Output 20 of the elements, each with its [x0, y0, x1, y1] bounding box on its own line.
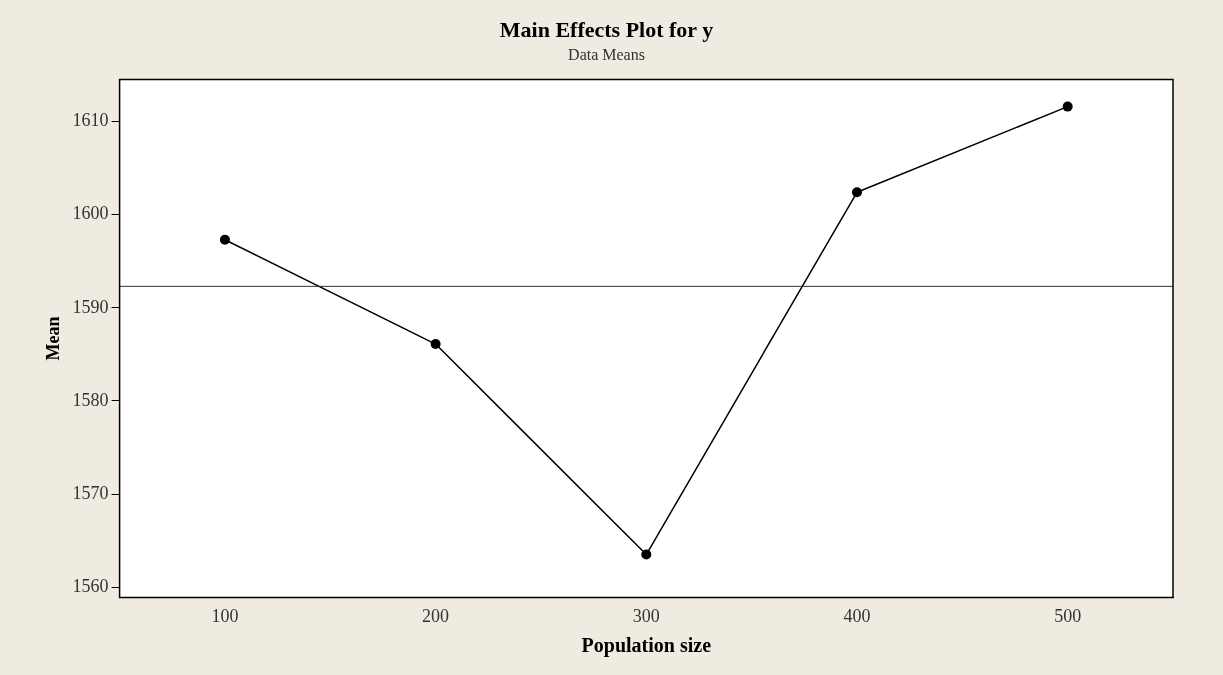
y-tick-label: 1590: [72, 296, 109, 317]
y-axis-title: Mean: [43, 316, 64, 361]
y-tick-label: 1570: [72, 482, 109, 503]
point: [851, 187, 862, 198]
x-tick-label: 500: [1054, 605, 1082, 626]
point: [430, 339, 441, 350]
point: [641, 549, 652, 560]
x-tick-label: 100: [211, 605, 239, 626]
y-tick-label: 1560: [72, 575, 109, 596]
x-axis-title: Population size: [581, 634, 712, 658]
y-tick-label: 1610: [72, 110, 109, 131]
y-tick-label: 1600: [72, 203, 109, 224]
y-tick-label: 1580: [72, 389, 109, 410]
point: [219, 234, 230, 245]
chart-title: Main Effects Plot for y: [499, 16, 714, 42]
chart-subtitle: Data Means: [568, 46, 645, 64]
x-tick-label: 400: [843, 605, 871, 626]
point: [1062, 101, 1073, 112]
x-tick-label: 300: [632, 605, 660, 626]
x-tick-label: 200: [422, 605, 450, 626]
